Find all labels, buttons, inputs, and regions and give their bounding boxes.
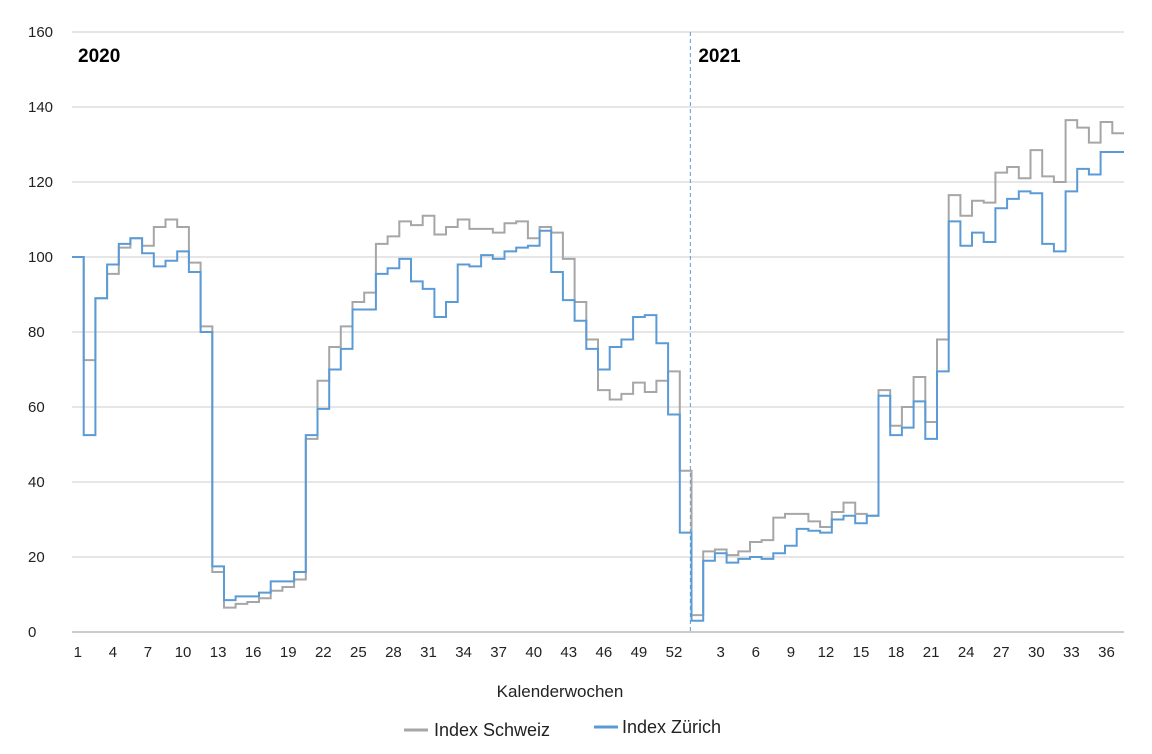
- y-tick-label-80: 80: [28, 324, 45, 341]
- x-tick-label-2021-6: 6: [752, 644, 760, 661]
- x-tick-label-2021-36: 36: [1098, 644, 1115, 661]
- x-tick-label-2021-33: 33: [1063, 644, 1080, 661]
- x-tick-label-2021-24: 24: [958, 644, 975, 661]
- gridlines: [72, 31, 1124, 558]
- x-tick-label-2020-19: 19: [280, 644, 297, 661]
- y-tick-label-140: 140: [28, 99, 53, 116]
- y-tick-label-0: 0: [28, 624, 36, 641]
- year-label-2021: 2021: [698, 46, 741, 67]
- y-tick-label-60: 60: [28, 399, 45, 416]
- x-tick-label-2021-9: 9: [787, 644, 795, 661]
- x-tick-label-2020-49: 49: [631, 644, 648, 661]
- x-axis-label: Kalenderwochen: [497, 682, 624, 701]
- x-tick-label-2020-37: 37: [490, 644, 507, 661]
- x-tick-label-2020-43: 43: [560, 644, 577, 661]
- legend-label-zuerich: Index Zürich: [622, 717, 721, 737]
- x-tick-label-2020-52: 52: [666, 644, 683, 661]
- x-tick-label-2021-21: 21: [923, 644, 940, 661]
- series-line-index-zuerich: [72, 151, 1124, 622]
- x-tick-label-2020-22: 22: [315, 644, 332, 661]
- y-tick-label-20: 20: [28, 549, 45, 566]
- year-labels: 2020 2021: [78, 46, 741, 67]
- x-tick-label-2021-15: 15: [853, 644, 870, 661]
- x-axis-ticks: 1 4 7 10 13 16 19 22 25 28 31 34 37 40 43 46 49 52 3 6 9 12 15…: [74, 644, 1115, 661]
- legend-label-schweiz: Index Schweiz: [434, 720, 550, 740]
- x-tick-label-2021-30: 30: [1028, 644, 1045, 661]
- y-tick-label-120: 120: [28, 174, 53, 191]
- x-tick-label-2020-40: 40: [525, 644, 542, 661]
- x-tick-label-2020-25: 25: [350, 644, 367, 661]
- x-tick-label-2021-12: 12: [818, 644, 835, 661]
- x-tick-label-2020-16: 16: [245, 644, 262, 661]
- x-tick-label-2020-46: 46: [596, 644, 613, 661]
- year-label-2020: 2020: [78, 46, 120, 67]
- legend: Index Schweiz Index Zürich: [404, 717, 721, 740]
- x-tick-label-2020-7: 7: [144, 644, 152, 661]
- y-tick-label-100: 100: [28, 249, 53, 266]
- x-tick-label-2020-10: 10: [175, 644, 192, 661]
- x-tick-label-2021-18: 18: [888, 644, 905, 661]
- x-tick-label-2020-13: 13: [210, 644, 227, 661]
- x-tick-label-2020-28: 28: [385, 644, 402, 661]
- x-tick-label-2020-1: 1: [74, 644, 82, 661]
- y-axis-ticks: 0 20 40 60 80 100 120 140 160: [28, 24, 53, 641]
- y-tick-label-40: 40: [28, 474, 45, 491]
- series-lines: [72, 119, 1124, 622]
- x-tick-label-2021-27: 27: [993, 644, 1010, 661]
- x-tick-label-2020-34: 34: [455, 644, 472, 661]
- x-tick-label-2020-31: 31: [420, 644, 437, 661]
- y-tick-label-160: 160: [28, 24, 53, 41]
- x-tick-label-2020-4: 4: [109, 644, 117, 661]
- x-tick-label-2021-3: 3: [717, 644, 725, 661]
